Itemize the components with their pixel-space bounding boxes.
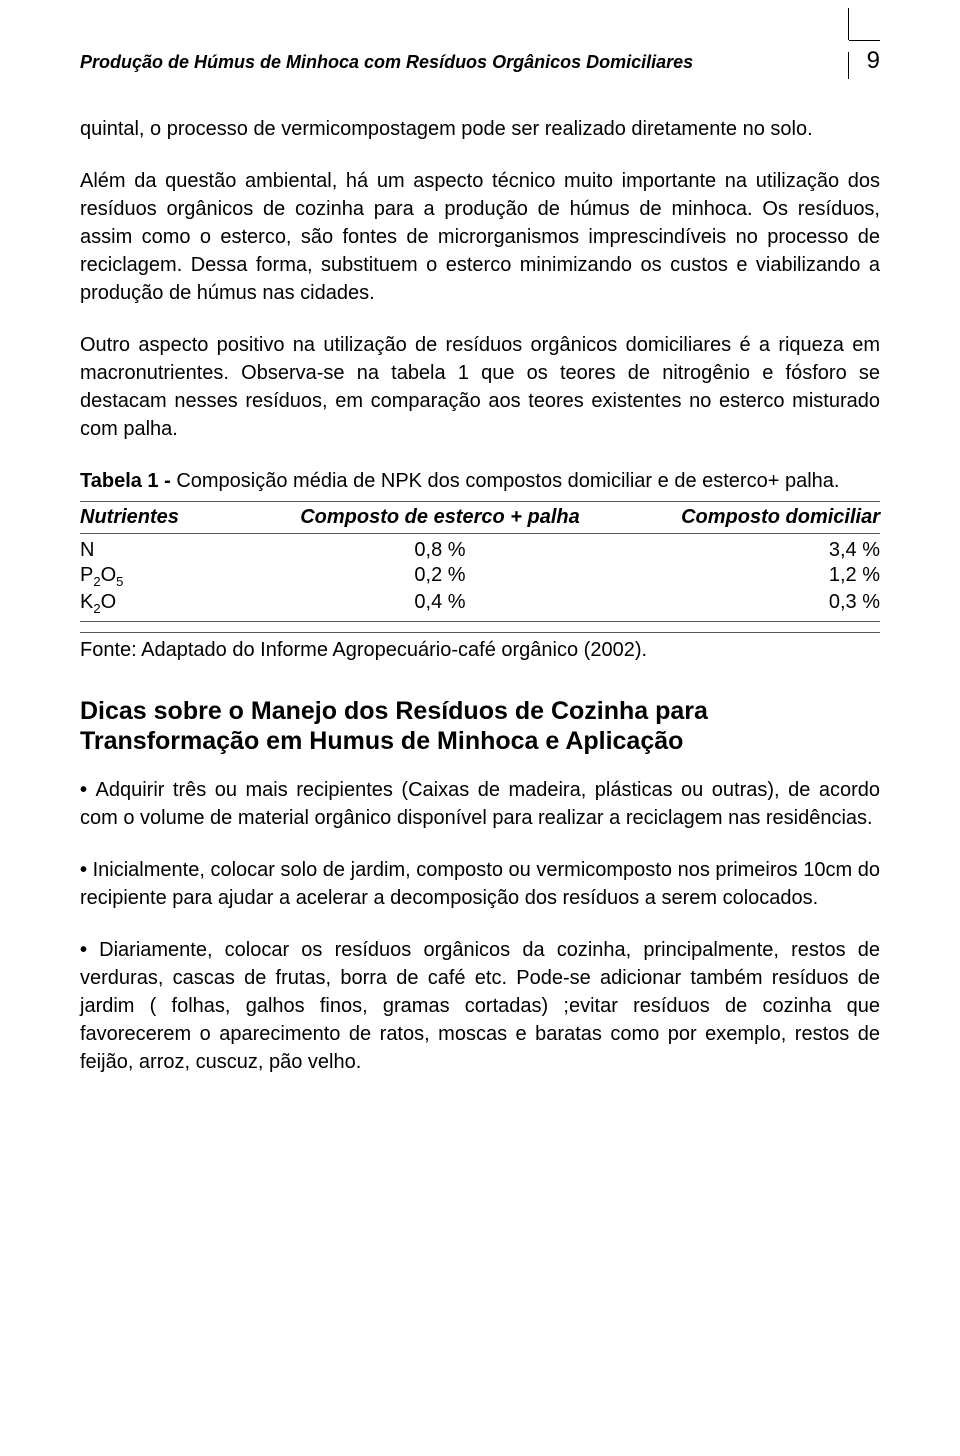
table-source: Fonte: Adaptado do Informe Agropecuário-…	[80, 632, 880, 662]
cell: 0,3 %	[640, 591, 880, 616]
header-rule	[848, 8, 880, 40]
col-header: Composto de esterco + palha	[240, 506, 640, 529]
bullet-icon: •	[80, 779, 96, 801]
cell: K2O	[80, 591, 240, 616]
cell: N	[80, 539, 240, 562]
table-row: K2O 0,4 % 0,3 %	[80, 590, 880, 617]
bullet-paragraph: • Inicialmente, colocar solo de jardim, …	[80, 856, 880, 912]
subscript: 2	[93, 574, 100, 589]
table-row: P2O5 0,2 % 1,2 %	[80, 563, 880, 590]
paragraph: Além da questão ambiental, há um aspecto…	[80, 167, 880, 307]
col-header: Composto domiciliar	[640, 506, 880, 529]
bullet-icon: •	[80, 859, 93, 881]
table-caption: Tabela 1 - Composição média de NPK dos c…	[80, 467, 880, 495]
paragraph: quintal, o processo de vermicompostagem …	[80, 115, 880, 143]
bullet-text: Diariamente, colocar os resíduos orgânic…	[80, 939, 880, 1073]
bullet-text: Inicialmente, colocar solo de jardim, co…	[80, 859, 880, 909]
cell: 3,4 %	[640, 539, 880, 562]
npk-table: Nutrientes Composto de esterco + palha C…	[80, 501, 880, 622]
nutrient-label: K	[80, 591, 93, 613]
heading-line: Dicas sobre o Manejo dos Resíduos de Coz…	[80, 697, 708, 725]
page-number: 9	[849, 40, 880, 75]
running-header: Produção de Húmus de Minhoca com Resíduo…	[80, 40, 880, 79]
section-heading: Dicas sobre o Manejo dos Resíduos de Coz…	[80, 696, 880, 756]
heading-line: Transformação em Humus de Minhoca e Apli…	[80, 727, 683, 755]
col-header: Nutrientes	[80, 506, 240, 529]
cell: P2O5	[80, 564, 240, 589]
bullet-text: Adquirir três ou mais recipientes (Caixa…	[80, 779, 880, 829]
table-header-row: Nutrientes Composto de esterco + palha C…	[80, 502, 880, 533]
cell: 0,8 %	[240, 539, 640, 562]
table-caption-text: Composição média de NPK dos compostos do…	[176, 470, 839, 492]
table-caption-label: Tabela 1 -	[80, 470, 176, 492]
cell: 1,2 %	[640, 564, 880, 589]
nutrient-label: P	[80, 564, 93, 586]
subscript: 2	[93, 601, 100, 616]
subscript: 5	[116, 574, 123, 589]
bullet-paragraph: • Diariamente, colocar os resíduos orgân…	[80, 936, 880, 1076]
table-row: N 0,8 % 3,4 %	[80, 538, 880, 563]
bullet-icon: •	[80, 939, 99, 961]
paragraph: Outro aspecto positivo na utilização de …	[80, 331, 880, 443]
nutrient-label: N	[80, 539, 94, 561]
cell: 0,4 %	[240, 591, 640, 616]
header-title: Produção de Húmus de Minhoca com Resíduo…	[80, 52, 849, 79]
cell: 0,2 %	[240, 564, 640, 589]
bullet-paragraph: • Adquirir três ou mais recipientes (Cai…	[80, 776, 880, 832]
